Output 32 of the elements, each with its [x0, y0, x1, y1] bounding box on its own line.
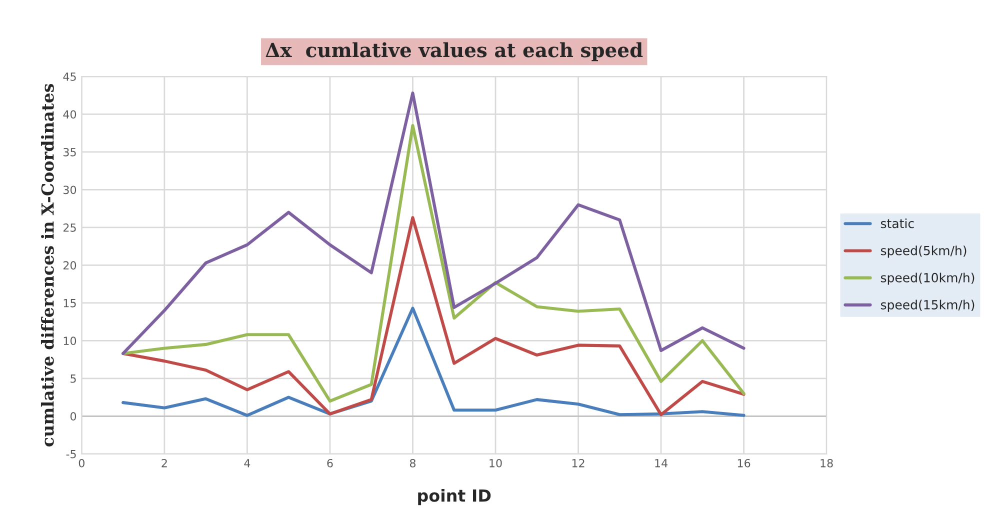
y-tick-label: 10	[64, 336, 76, 346]
y-tick-label: 45	[63, 72, 76, 81]
legend-label: speed(15km/h)	[880, 300, 974, 312]
y-tick-label: -5	[66, 450, 76, 458]
chart-title: Δx cumlative values at each speed	[266, 42, 643, 62]
legend-label: speed(5km/h)	[880, 246, 966, 258]
x-axis-title: point ID	[418, 488, 491, 506]
y-tick-label: 25	[63, 223, 76, 232]
x-tick-label: 10	[490, 458, 502, 468]
x-tick-label: 4	[244, 459, 250, 468]
line-series	[122, 306, 746, 417]
y-tick-label: 20	[63, 261, 76, 270]
x-tick-label: 12	[572, 458, 584, 468]
x-tick-label: 6	[327, 458, 333, 468]
legend-label: speed(10km/h)	[880, 272, 974, 285]
line-series	[122, 92, 746, 356]
line-series	[122, 216, 746, 416]
y-tick-label: 5	[70, 374, 76, 383]
y-tick-label: 35	[64, 148, 76, 156]
line-series	[122, 124, 746, 403]
x-tick-label: 16	[738, 458, 750, 468]
y-tick-label: 30	[64, 186, 76, 194]
x-tick-label: 2	[162, 458, 167, 468]
x-tick-label: 0	[78, 458, 84, 468]
y-tick-label: 40	[63, 110, 76, 119]
x-tick-label: 8	[410, 458, 416, 468]
y-tick-label: 0	[70, 412, 76, 421]
x-tick-label: 14	[655, 459, 668, 468]
y-tick-label: 15	[64, 299, 76, 308]
x-tick-label: 18	[820, 458, 833, 468]
legend-label: static	[880, 218, 914, 228]
y-axis-title: cumlative differences in X-Coordinates	[40, 84, 54, 446]
